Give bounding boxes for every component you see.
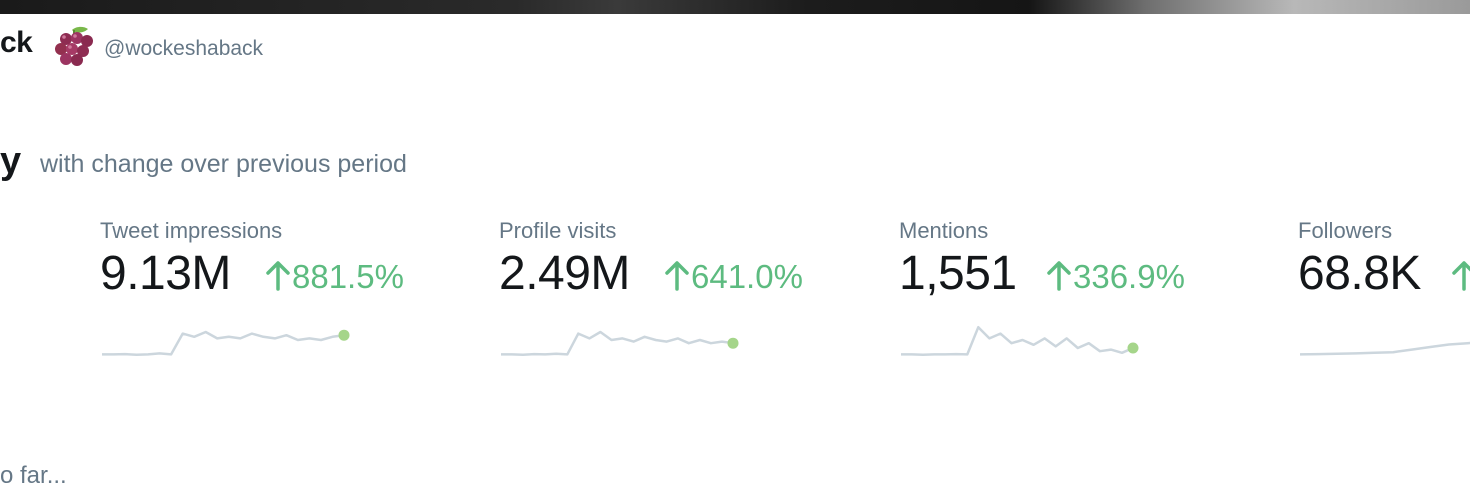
sparkline-path <box>102 330 345 356</box>
metric-card-profile-visits: Profile visits 2.49M 641.0% <box>499 218 879 368</box>
metric-card-tweet-impressions: Tweet impressions 9.13M 881.5% <box>100 218 480 368</box>
metric-change <box>1452 258 1470 296</box>
metric-change: 641.0% <box>665 258 803 296</box>
metric-value: 68.8K <box>1298 247 1421 300</box>
summary-title: y <box>0 140 22 182</box>
arrow-up-icon <box>1047 261 1071 291</box>
profile-handle[interactable]: @wockeshaback <box>104 37 264 60</box>
sparkline-end-dot <box>727 337 739 349</box>
profile-name: ck <box>0 26 33 59</box>
profile-banner-image <box>0 0 1470 14</box>
metric-change-value: 641.0% <box>691 258 803 295</box>
metric-value: 1,551 <box>899 247 1017 300</box>
sparkline-end-dot <box>338 329 350 341</box>
sparkline-path <box>901 325 1134 356</box>
metric-label: Mentions <box>899 218 989 243</box>
metric-change-value: 881.5% <box>292 258 404 295</box>
metric-change: 881.5% <box>266 258 404 296</box>
sparkline-path <box>501 330 734 356</box>
sparkline <box>901 325 1139 356</box>
arrow-up-icon <box>665 261 689 291</box>
sparkline <box>102 329 350 356</box>
metric-value: 2.49M <box>499 247 630 300</box>
metric-label: Profile visits <box>499 218 617 243</box>
metric-value: 9.13M <box>100 247 231 300</box>
sparkline-end-dot <box>1127 342 1139 354</box>
metric-card-followers: Followers 68.8K <box>1298 218 1470 368</box>
arrow-up-icon <box>1452 261 1470 291</box>
section-footer-text: o far... <box>0 462 67 489</box>
sparkline <box>1299 341 1470 356</box>
sparkline-path <box>1299 341 1470 356</box>
arrow-up-icon <box>266 261 290 291</box>
metric-change-value: 336.9% <box>1073 258 1185 295</box>
grapes-emoji-icon <box>55 26 93 66</box>
metric-card-mentions: Mentions 1,551 336.9% <box>899 218 1279 368</box>
sparkline <box>501 330 739 356</box>
metric-label: Tweet impressions <box>100 218 283 243</box>
summary-subtitle: with change over previous period <box>40 150 407 178</box>
metric-change: 336.9% <box>1047 258 1185 296</box>
metric-label: Followers <box>1298 218 1393 243</box>
